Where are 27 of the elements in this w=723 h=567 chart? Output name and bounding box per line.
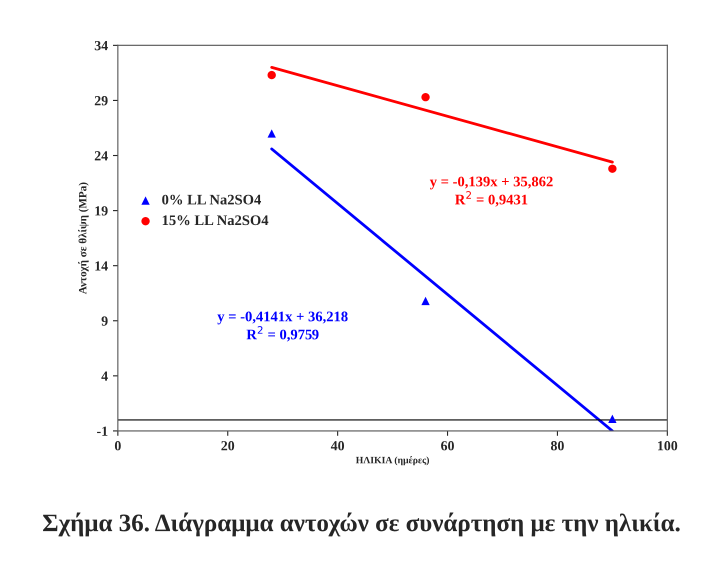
y-tick-label: 14 bbox=[95, 261, 108, 270]
y-tick-label: -1 bbox=[97, 426, 108, 436]
point bbox=[608, 164, 617, 173]
x-tick-label: 60 bbox=[441, 441, 454, 450]
y-tick-label: 9 bbox=[102, 316, 108, 326]
y-tick-label: 34 bbox=[94, 40, 108, 50]
y-tick-label: 4 bbox=[101, 372, 108, 381]
x-tick-label: 0 bbox=[114, 441, 121, 450]
y-tick-label: 29 bbox=[94, 96, 108, 106]
y-tick-label: 24 bbox=[94, 151, 108, 160]
x-axis-title: ΗΛΙΚΙΑ (ημέρες) bbox=[356, 456, 430, 466]
x-tick-label: 100 bbox=[658, 441, 678, 450]
point bbox=[268, 129, 276, 138]
annotation: y = -0,139x + 35,862 R$^{2}$ = 0,9431 bbox=[430, 176, 553, 207]
point bbox=[421, 92, 430, 102]
legend-label: 0% LL Na2SO4 bbox=[162, 194, 262, 205]
text: Σχήμα 36. Διάγραμμα αντοχών σε συνάρτηση με την ηλικία. bbox=[43, 512, 680, 536]
annotation: y = -0,4141x + 36,218 R$^{2}$ = 0,9759 bbox=[217, 312, 348, 342]
legend-label: 15% LL Na2SO4 bbox=[162, 215, 268, 226]
point bbox=[421, 296, 430, 306]
x-tick-label: 20 bbox=[221, 441, 234, 450]
point bbox=[608, 414, 617, 423]
x-tick-label: 80 bbox=[550, 441, 564, 450]
point bbox=[268, 70, 276, 80]
y-tick-label: 19 bbox=[95, 206, 108, 216]
y-axis-title: Αντοχή σε θλίψη (MPa) bbox=[78, 182, 89, 294]
x-tick-label: 40 bbox=[330, 441, 344, 450]
